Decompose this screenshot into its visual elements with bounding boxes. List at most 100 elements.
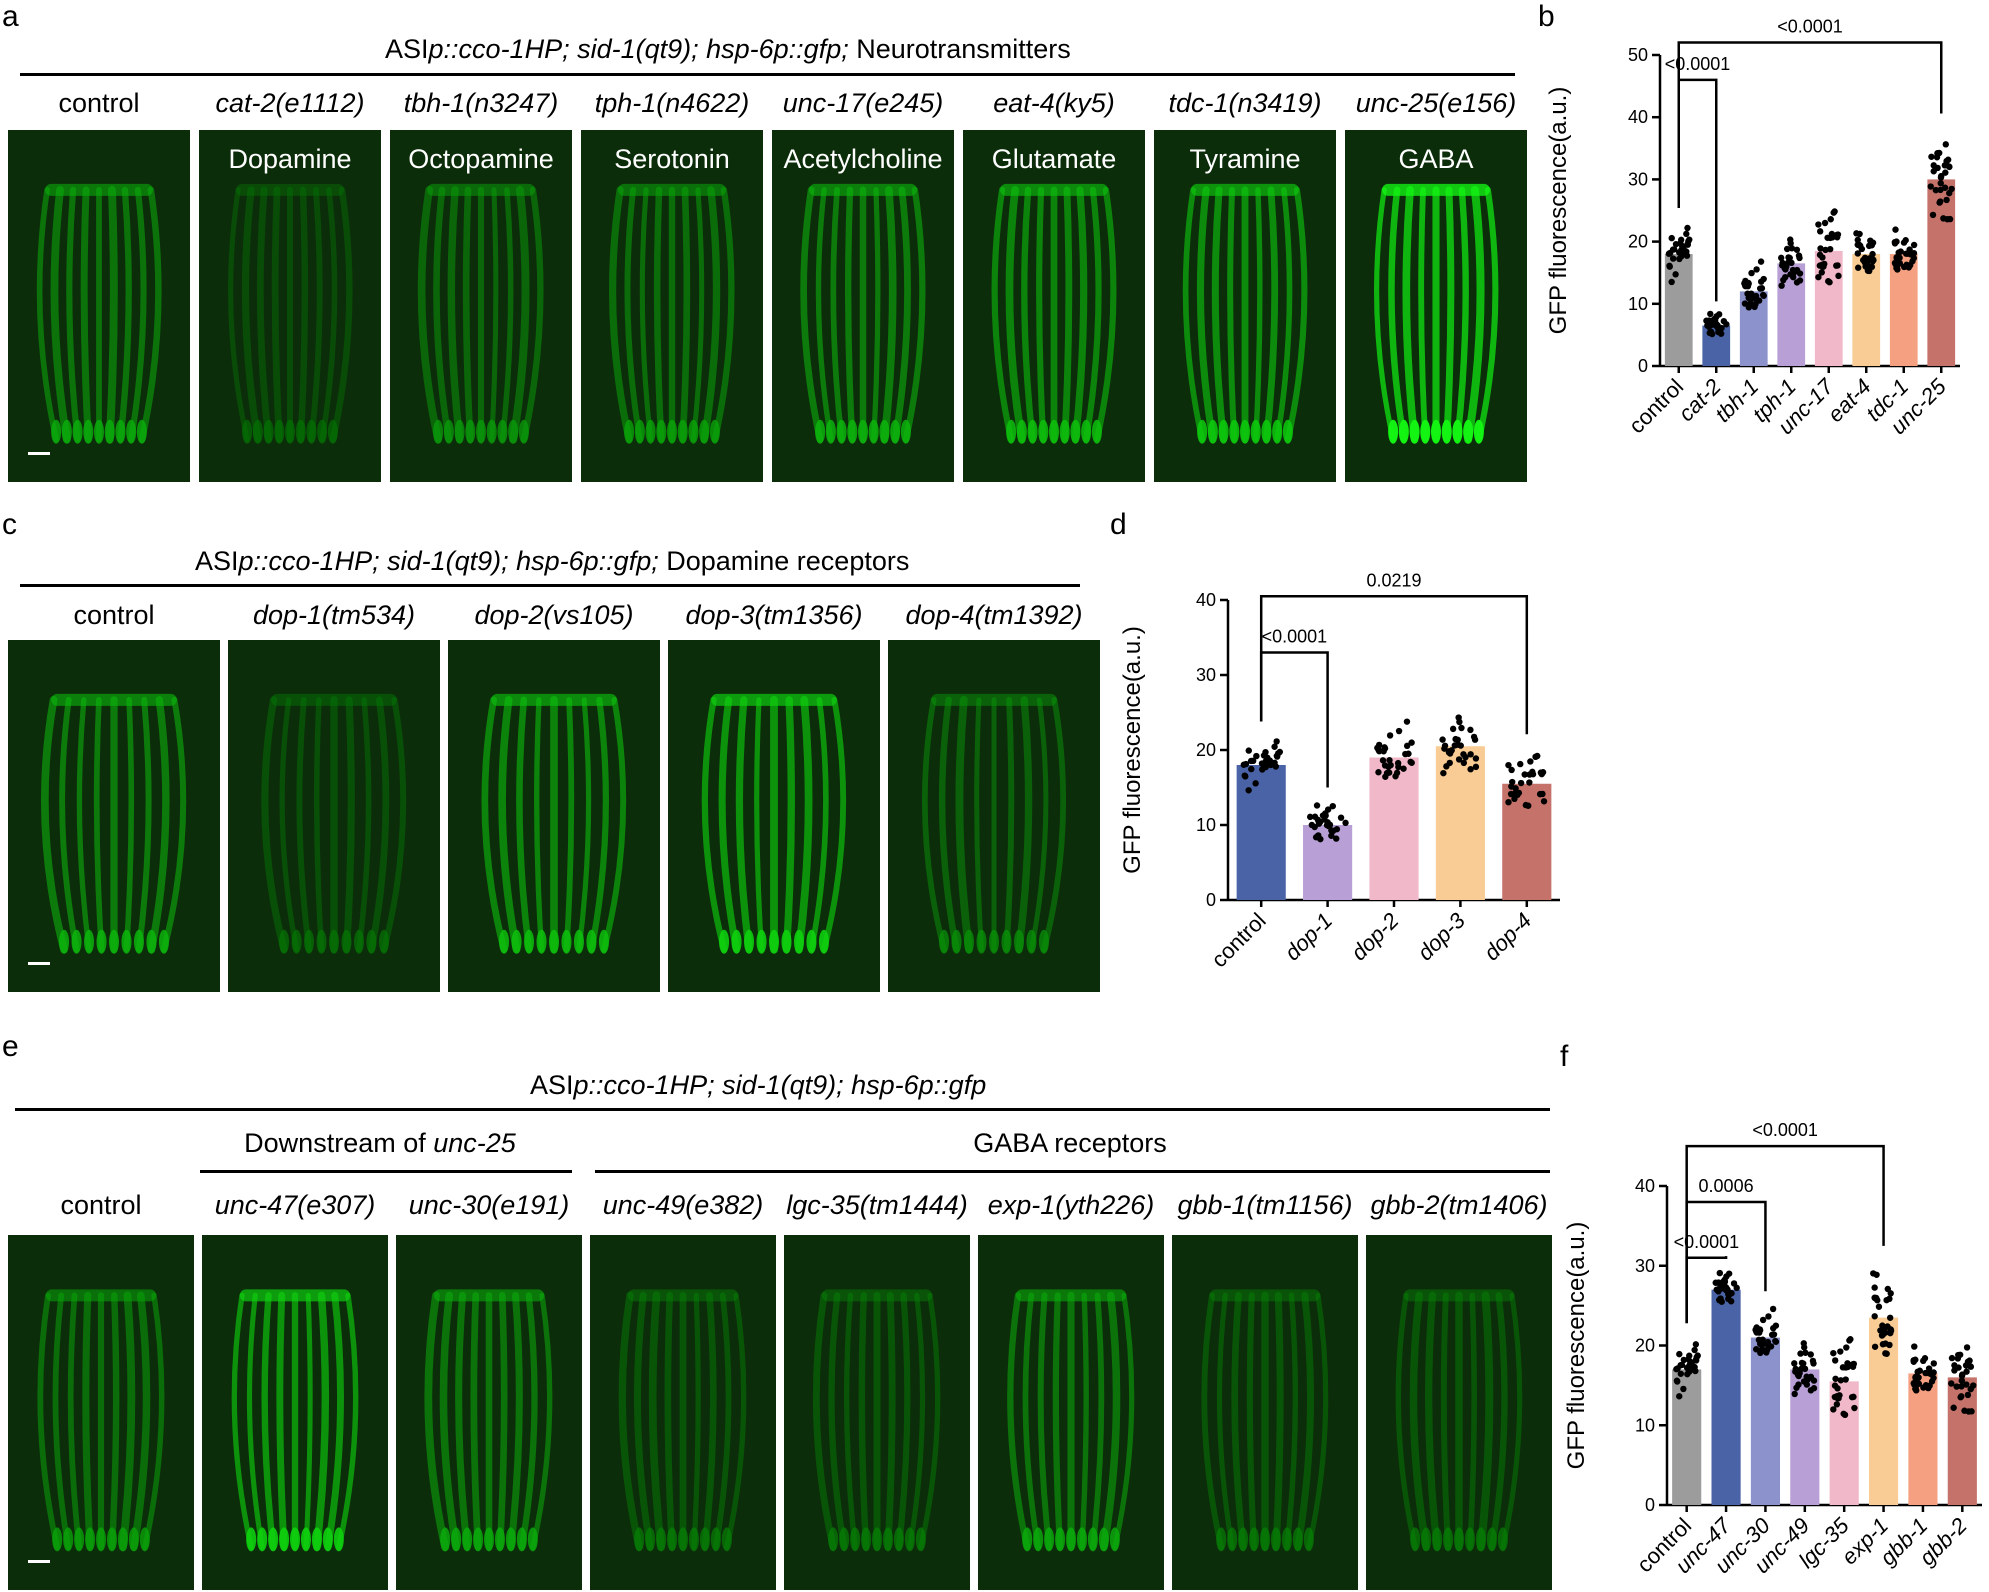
data-point [1517,779,1525,787]
e-micrograph [590,1235,776,1590]
a-strain-label: tph-1(n4622) [594,88,750,118]
e-strain-label: exp-1(yth226) [987,1190,1155,1220]
data-point [1802,1349,1809,1356]
y-tick-label: 40 [1628,107,1648,127]
data-point [1906,246,1913,253]
data-point [1816,228,1824,235]
data-point [1262,748,1269,756]
data-point [1532,753,1539,761]
data-point [1795,1381,1802,1388]
data-point [1757,278,1765,285]
section-c-rule [20,584,1080,587]
data-point [1471,736,1479,743]
data-point [1722,1284,1730,1291]
data-point [1902,237,1909,244]
data-point [1467,766,1474,773]
data-point [1249,757,1257,765]
data-point [1933,154,1941,161]
data-point [1451,742,1458,749]
data-point [1943,196,1950,204]
data-point [1715,325,1722,333]
data-point [1937,198,1944,205]
data-point [1937,180,1944,187]
title-prefix: ASI [530,1070,574,1100]
data-point [1796,254,1803,262]
data-point [1393,769,1401,777]
y-tick-label: 20 [1628,232,1648,252]
data-point [1686,1352,1693,1359]
data-point [1815,273,1822,281]
data-point [1830,209,1837,216]
data-point [1832,1375,1839,1382]
data-point [1512,791,1519,798]
data-point [1851,1404,1858,1412]
data-point [1910,254,1918,262]
data-point [1801,1344,1808,1351]
c-strain-label: dop-4(tm1392) [905,600,1083,630]
neurotransmitter-label: Glutamate [991,144,1117,174]
data-point [1815,221,1822,228]
y-axis-label: GFP fluorescence(a.u.) [1545,87,1572,335]
data-point [1460,759,1468,767]
data-point [1395,763,1402,771]
c-strain-label: dop-1(tm534) [252,600,416,630]
data-point [1835,272,1842,280]
title-suffix: Dopamine receptors [658,546,910,576]
data-point [1684,1370,1691,1378]
data-point [1439,736,1446,743]
data-point [1317,835,1324,843]
data-point [1929,211,1937,219]
data-point [1834,262,1841,269]
data-point [1272,763,1279,770]
a-strain-label: control [58,88,140,118]
data-point [1821,219,1829,227]
a-strain-label: eat-4(ky5) [993,88,1115,118]
data-point [1927,183,1934,190]
data-point [1934,164,1941,172]
c-micrograph [228,640,440,992]
data-point [1245,787,1252,794]
data-point [1455,756,1463,763]
data-point [1342,819,1349,827]
data-point [1678,242,1686,250]
data-point [1886,1341,1893,1349]
a-strain-label: unc-25(e156) [1355,88,1517,118]
c-micrograph [888,640,1100,992]
y-axis-label: GFP fluorescence(a.u.) [1119,626,1146,874]
y-tick-label: 0 [1638,356,1648,376]
data-point [1458,724,1465,732]
data-point [1333,825,1341,833]
data-point [1333,835,1340,842]
p-value-label: <0.0001 [1777,17,1843,37]
data-point [1264,754,1271,761]
data-point [1779,262,1786,269]
data-point [1676,1350,1683,1358]
data-point [1759,1316,1767,1324]
data-point [1782,273,1789,281]
data-point [1748,269,1755,277]
data-point [1827,234,1834,242]
y-tick-label: 30 [1196,665,1216,685]
group-gaba-rule [595,1170,1550,1173]
data-point [1405,750,1412,757]
y-tick-label: 40 [1196,590,1216,610]
title-prefix: ASI [385,34,429,64]
data-point [1252,780,1259,787]
data-point [1742,277,1749,285]
data-point [1677,236,1685,244]
data-point [1879,1331,1887,1338]
data-point [1791,1390,1798,1398]
section-c-title: ASIp::cco-1HP; sid-1(qt9); hsp-6p::gfp; … [195,546,909,577]
data-point [1457,742,1464,749]
x-tick-label: dop-4 [1479,908,1536,965]
data-point [1797,1350,1804,1357]
data-point [1883,1350,1890,1357]
p-value-label: 0.0219 [1366,570,1421,590]
data-point [1456,718,1463,726]
e-micrograph [1172,1235,1358,1590]
bar [1814,250,1843,366]
section-a-rule [20,73,1515,76]
e-micrograph [396,1235,582,1590]
